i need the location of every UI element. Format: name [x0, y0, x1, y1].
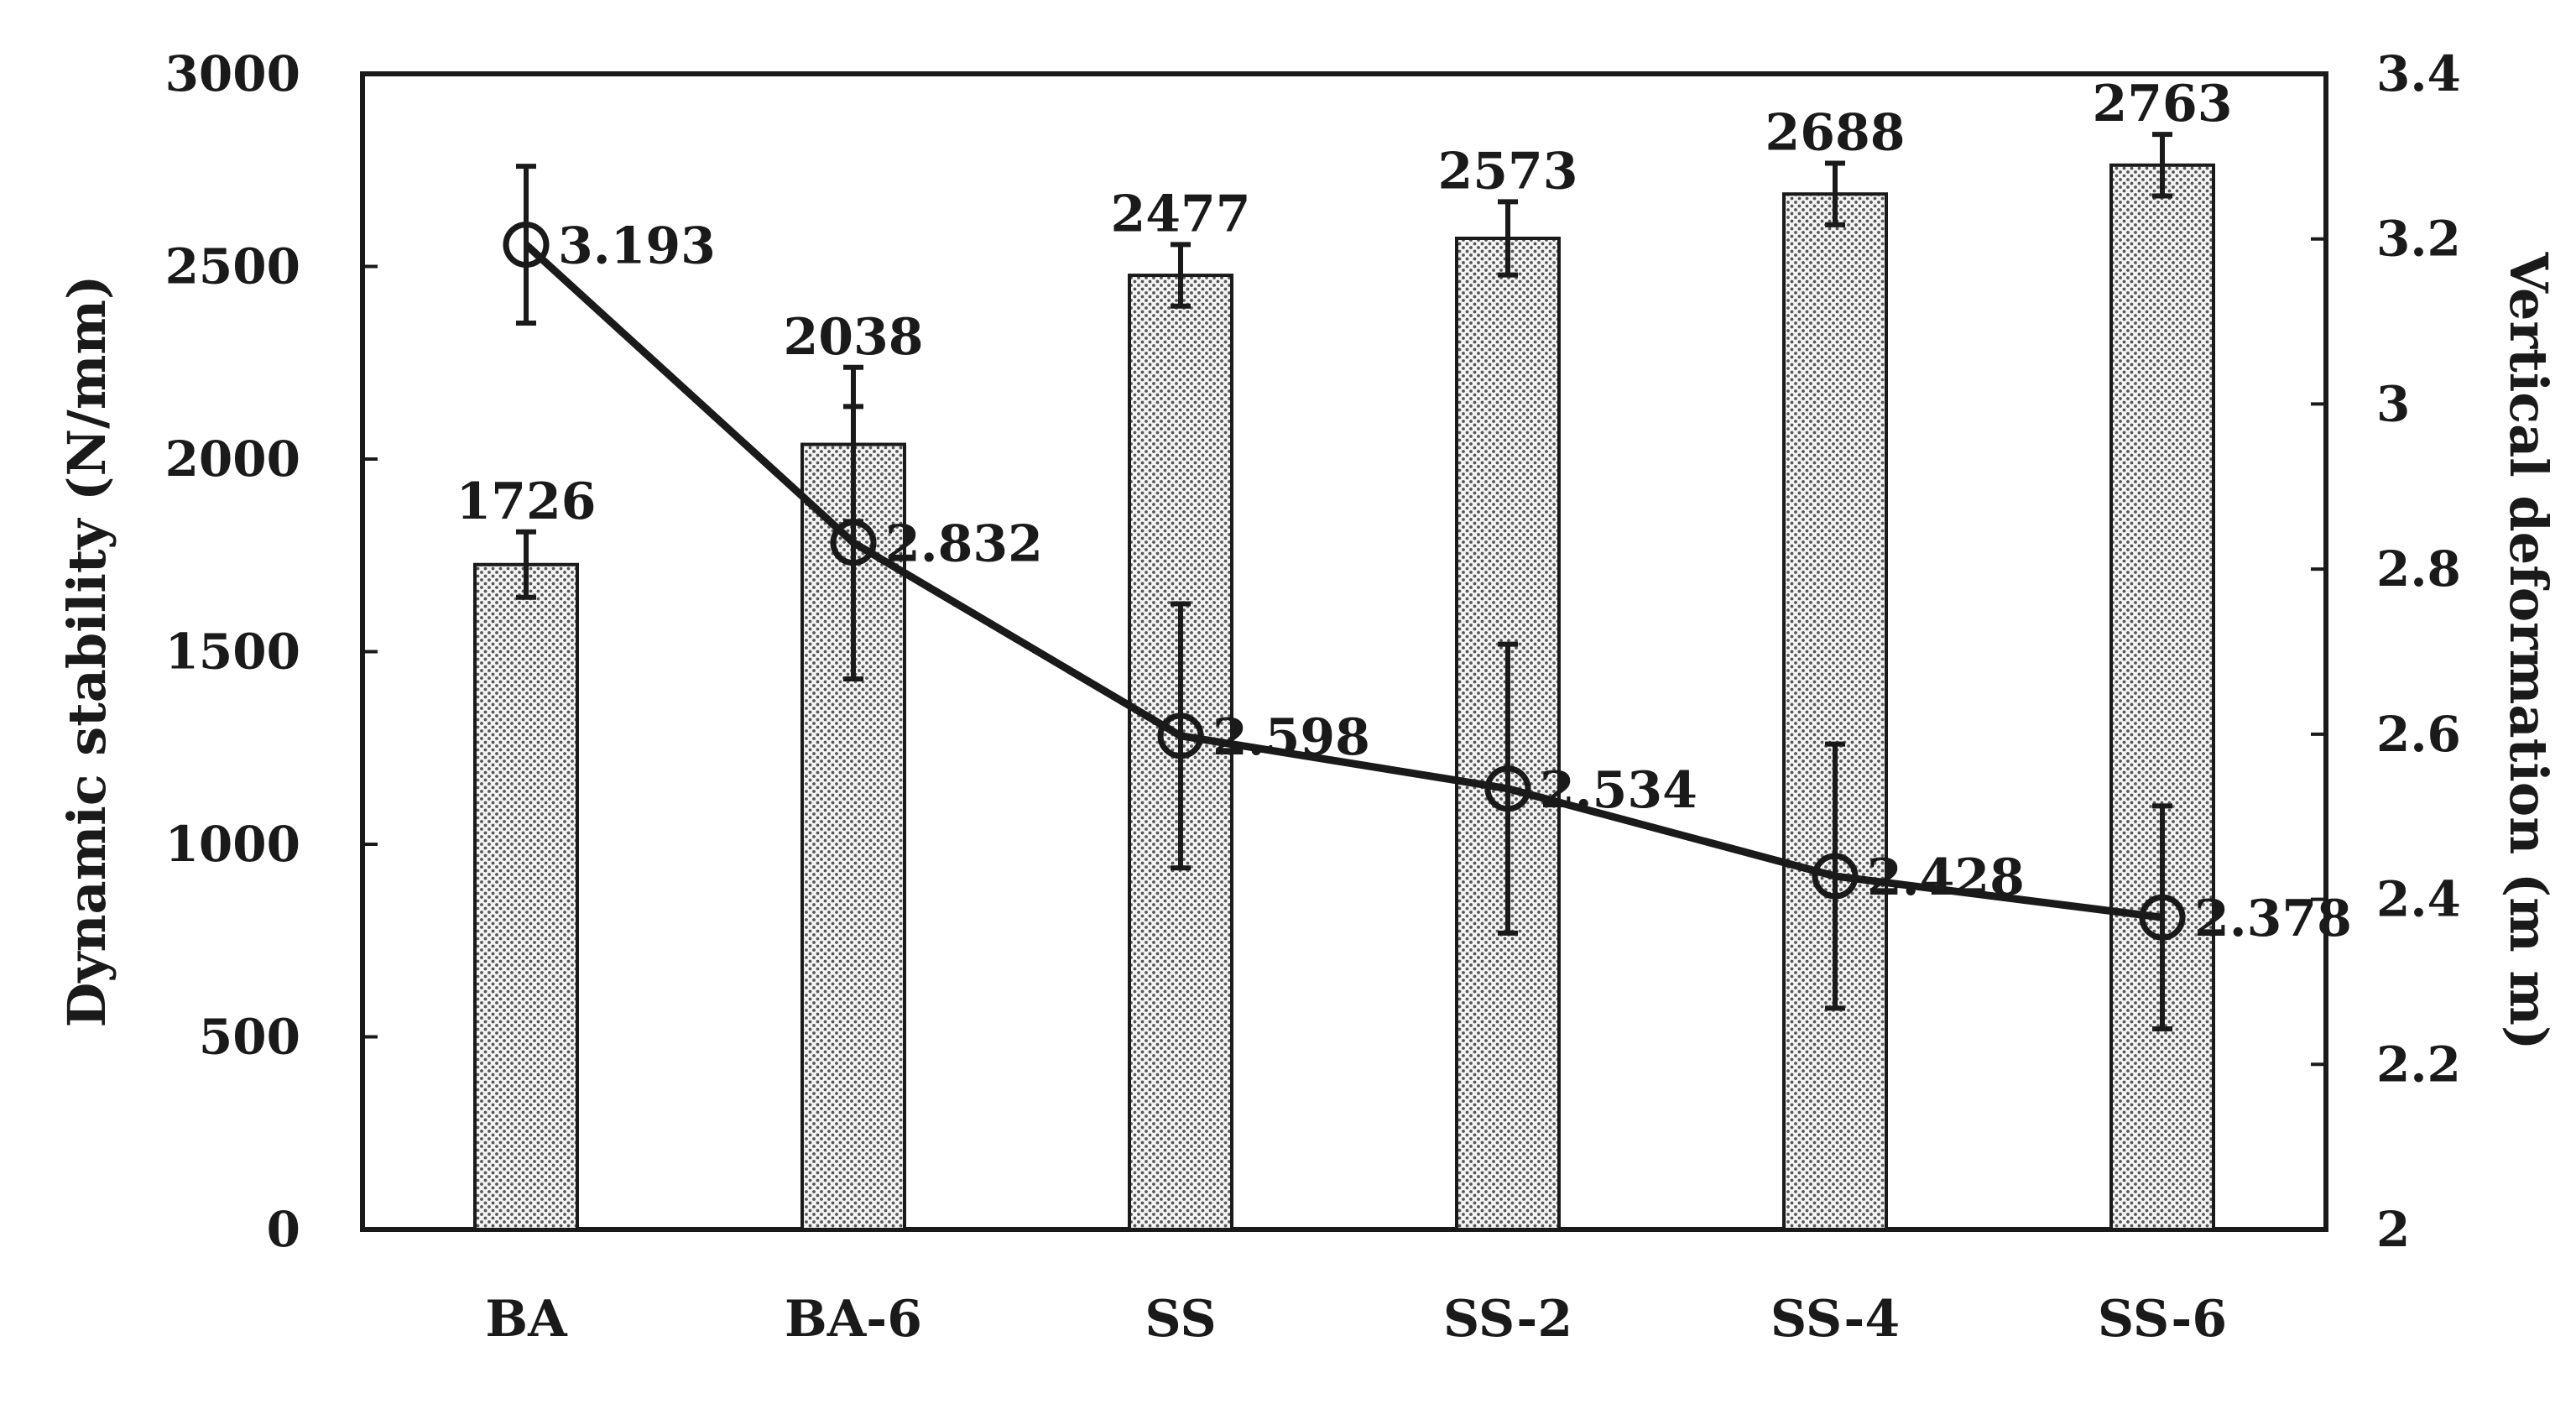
line-marker-ba	[503, 222, 550, 269]
y2-axis-title: Vertical deformation (m m)	[2498, 252, 2559, 1051]
y2-tick-label: 3	[2376, 375, 2410, 432]
line-error-ss	[1171, 601, 1191, 871]
y-axis-title: Dynamic stability (N/mm)	[56, 275, 117, 1028]
x-tick-label: BA	[485, 1290, 568, 1349]
line-value-label: 2.378	[2194, 890, 2352, 948]
line-value-label: 2.832	[885, 515, 1043, 574]
y2-tick-label: 2.2	[2376, 1036, 2461, 1093]
bar-error-ss-2	[1498, 199, 1518, 278]
bar-error-ss-4	[1825, 160, 1845, 227]
line-value-label: 3.193	[558, 217, 716, 276]
line-error-ss-4	[1825, 741, 1845, 1011]
line-value-label: 2.534	[1540, 761, 1697, 820]
x-tick-label: SS-6	[2098, 1290, 2227, 1349]
y2-tick-label: 2.8	[2376, 540, 2461, 598]
bar-error-ba	[516, 529, 536, 600]
y-tick-label: 1500	[165, 624, 300, 681]
x-tick-label: SS-4	[1770, 1290, 1900, 1349]
line-value-label: 2.598	[1212, 708, 1370, 767]
y-tick-label: 3000	[165, 45, 300, 102]
line-error-ss-2	[1498, 641, 1518, 936]
bar-value-label: 2763	[2093, 75, 2233, 133]
bar-error-ss	[1171, 242, 1191, 309]
y2-tick-label: 2.6	[2376, 706, 2461, 763]
y2-tick-label: 3.2	[2376, 211, 2461, 268]
bar-ss-4	[1782, 192, 1888, 1231]
line-error-ba	[516, 164, 536, 326]
x-tick-label: SS-2	[1443, 1290, 1572, 1349]
y-tick-label: 0	[267, 1201, 300, 1258]
y-tick-label: 500	[199, 1009, 300, 1066]
bar-value-label: 2038	[784, 308, 924, 367]
x-tick-label: SS	[1145, 1290, 1216, 1349]
y2-tick-label: 2	[2376, 1201, 2410, 1258]
line-marker-ss-6	[2139, 894, 2186, 941]
bar-ba	[473, 562, 579, 1231]
x-tick-label: BA-6	[785, 1290, 922, 1349]
y-tick-label: 1000	[165, 816, 300, 873]
y2-tick-label: 2.4	[2376, 871, 2461, 928]
line-error-ba-6	[843, 404, 863, 681]
y-tick-label: 2000	[165, 431, 300, 488]
y2-tick-label: 3.4	[2376, 45, 2461, 102]
line-marker-ss-2	[1484, 765, 1531, 812]
line-value-label: 2.428	[1867, 848, 2025, 907]
bar-value-label: 1726	[456, 472, 597, 531]
bar-ss-6	[2109, 163, 2215, 1232]
line-marker-ss-4	[1812, 853, 1859, 900]
bar-error-ss-6	[2152, 132, 2172, 199]
line-marker-ss	[1157, 712, 1204, 759]
bar-value-label: 2688	[1765, 103, 1906, 162]
bar-value-label: 2477	[1111, 185, 1251, 243]
line-marker-ba-6	[830, 519, 877, 566]
y-tick-label: 2500	[165, 238, 300, 295]
line-error-ss-6	[2152, 803, 2172, 1031]
deformation-line	[523, 242, 2163, 921]
bar-value-label: 2573	[1438, 142, 1578, 201]
